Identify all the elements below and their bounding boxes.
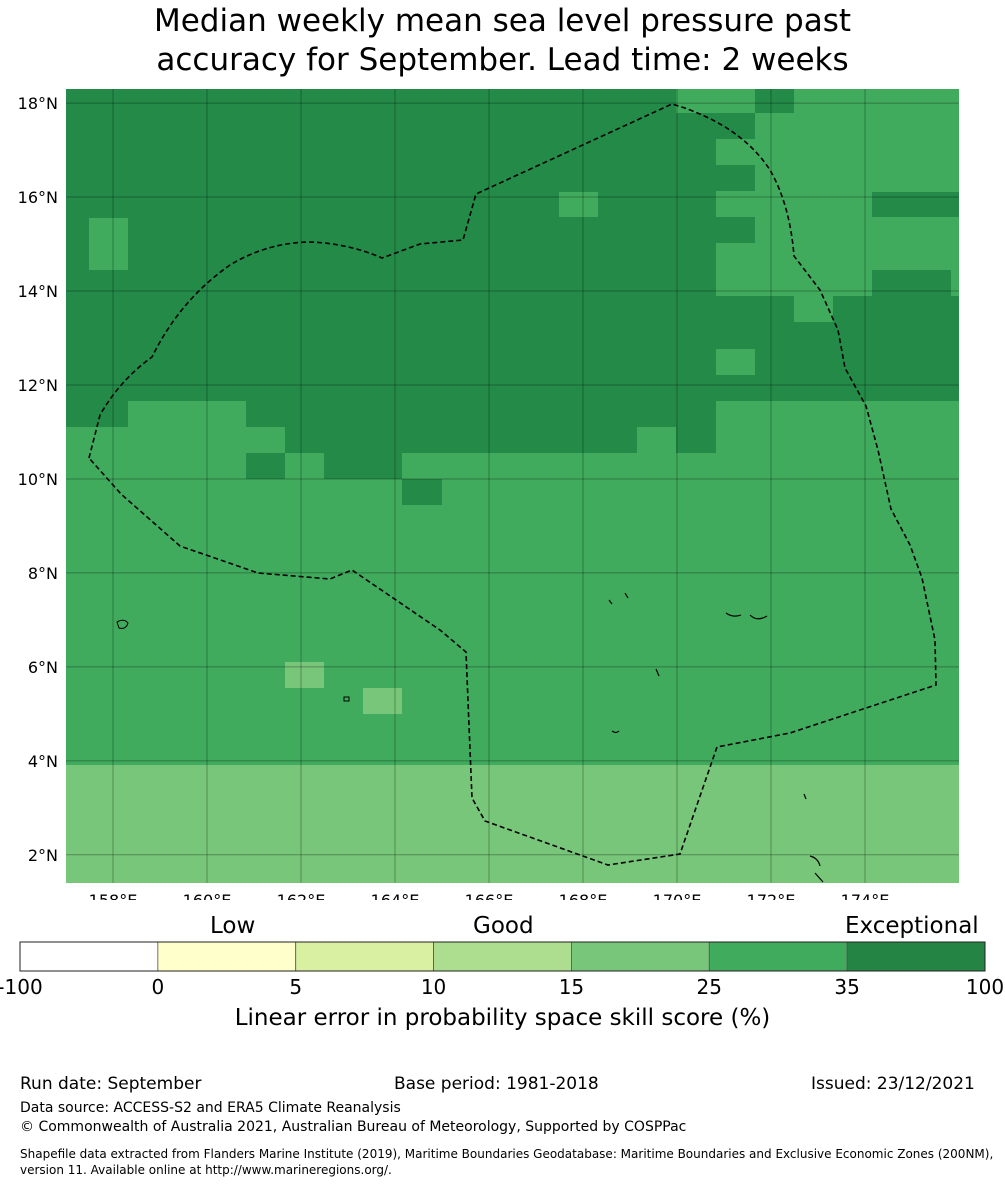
issued-date: Issued: 23/12/2021 <box>811 1074 975 1094</box>
skill-cell <box>872 270 951 296</box>
skill-cell <box>66 89 676 401</box>
colorbar-tick-label: 25 <box>696 975 723 999</box>
skill-cell <box>208 713 402 739</box>
colorbar-tick-label: 100 <box>965 975 1005 999</box>
skill-cell <box>755 349 959 375</box>
skill-cell <box>676 165 755 191</box>
colorbar-swatch <box>708 941 848 972</box>
colorbar-frame <box>19 941 986 972</box>
colorbar-tick-label: 35 <box>834 975 860 999</box>
skill-cell <box>89 218 128 270</box>
skill-cell <box>324 453 402 479</box>
shapefile-credit: Shapefile data extracted from Flanders M… <box>20 1147 994 1177</box>
skill-cell <box>755 89 794 113</box>
skill-map: 158°E 160°E 162°E 164°E 166°E 168°E 170°E 172°E… <box>18 89 959 900</box>
island-outline <box>624 592 629 599</box>
skill-cell <box>363 688 402 714</box>
skill-cell <box>676 296 794 322</box>
lat-tick-label: 4°N <box>28 752 58 771</box>
lat-tick-label: 8°N <box>28 564 58 583</box>
island-outline <box>611 730 620 734</box>
lat-tick-label: 10°N <box>18 470 58 489</box>
colorbar-label: Linear error in probability space skill … <box>234 1005 771 1031</box>
map-title: Median weekly mean sea level pressure pa… <box>0 2 1005 80</box>
lon-tick-label: 174°E <box>841 891 890 900</box>
data-source: Data source: ACCESS-S2 and ERA5 Climate … <box>20 1100 401 1116</box>
colorbar-swatches <box>19 941 986 972</box>
island-outline <box>803 793 807 800</box>
skill-cell <box>402 479 442 505</box>
lon-tick-label: 168°E <box>559 891 608 900</box>
colorbar-swatch <box>157 941 297 972</box>
island-outline <box>749 614 768 620</box>
skill-cell <box>676 191 716 217</box>
skill-cell <box>285 427 637 453</box>
lat-tick-label: 2°N <box>28 846 58 865</box>
map-gridlines <box>66 89 959 883</box>
colorbar-category-exceptional: Exceptional <box>845 913 979 939</box>
colorbar-category-good: Good <box>473 913 534 939</box>
skill-cell <box>676 349 716 375</box>
lat-tick-label: 12°N <box>18 376 58 395</box>
colorbar-swatch <box>19 941 159 972</box>
skill-cell <box>676 427 716 453</box>
island-outline <box>343 696 350 702</box>
skill-cell <box>872 192 959 217</box>
colorbar-tick-label: 5 <box>289 975 303 999</box>
island-outline <box>809 855 821 867</box>
skill-cell <box>676 322 833 349</box>
colorbar-swatch <box>571 941 710 972</box>
skill-cell <box>559 192 598 217</box>
lon-tick-label: 160°E <box>183 891 232 900</box>
title-line-1: Median weekly mean sea level pressure pa… <box>153 3 851 39</box>
colorbar-swatch <box>433 941 572 972</box>
island-outlines <box>116 592 824 883</box>
island-outline <box>655 668 660 677</box>
colorbar-tick-label: 10 <box>420 975 447 999</box>
colorbar-swatch <box>295 941 434 972</box>
colorbar-swatch <box>846 941 986 972</box>
skill-cell <box>168 713 208 765</box>
colorbar-tick-label: 0 <box>151 975 165 999</box>
skill-cell <box>676 113 755 139</box>
lat-tick-label: 16°N <box>18 188 58 207</box>
colorbar-tick-label: 15 <box>558 975 585 999</box>
skill-cell <box>676 217 755 243</box>
island-outline <box>725 612 742 617</box>
island-outline <box>116 619 129 629</box>
skill-cell <box>676 139 716 165</box>
skill-cell <box>520 662 559 688</box>
skill-cell <box>246 401 716 427</box>
title-line-2: accuracy for September. Lead time: 2 wee… <box>156 42 849 78</box>
copyright: © Commonwealth of Australia 2021, Austra… <box>20 1119 687 1135</box>
skill-cell <box>246 453 285 479</box>
lon-tick-label: 164°E <box>371 891 420 900</box>
skill-cell <box>676 375 959 401</box>
lat-tick-label: 6°N <box>28 658 58 677</box>
colorbar-category-low: Low <box>210 913 256 939</box>
skill-cell <box>676 243 716 296</box>
lat-tick-label: 18°N <box>18 94 58 113</box>
lon-tick-label: 172°E <box>747 891 796 900</box>
skill-cells <box>66 89 959 883</box>
skill-cell <box>285 662 324 688</box>
axis-labels: 158°E 160°E 162°E 164°E 166°E 168°E 170°E 172°E… <box>18 94 890 900</box>
lat-tick-label: 14°N <box>18 282 58 301</box>
lon-tick-label: 170°E <box>653 891 702 900</box>
lon-tick-label: 166°E <box>465 891 514 900</box>
skill-cell <box>833 322 959 349</box>
run-date: Run date: September <box>20 1074 202 1094</box>
skill-cell <box>833 296 959 322</box>
island-outline <box>814 872 824 883</box>
lon-tick-label: 158°E <box>89 891 138 900</box>
lon-tick-label: 162°E <box>277 891 326 900</box>
skill-cell <box>66 401 128 427</box>
island-outline <box>608 599 613 605</box>
colorbar-tick-label: -100 <box>0 975 43 999</box>
base-period: Base period: 1981-2018 <box>394 1074 599 1094</box>
